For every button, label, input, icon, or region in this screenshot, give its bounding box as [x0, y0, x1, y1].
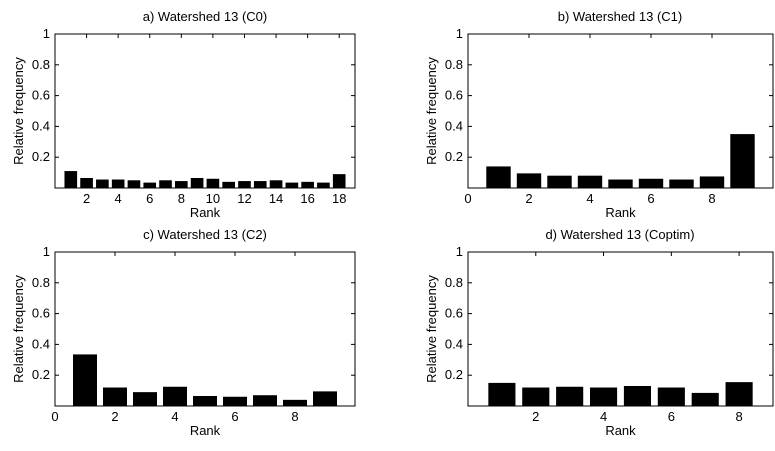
y-tick-label: 1: [43, 26, 50, 41]
y-tick-label: 0.6: [32, 88, 50, 103]
bar-rank-2: [80, 177, 93, 188]
y-tick-label: 0.6: [32, 306, 50, 321]
y-tick-label: 1: [456, 26, 463, 41]
x-tick-label: 0: [464, 191, 471, 206]
plot-area-frame: [467, 251, 774, 407]
x-tick-label: 8: [178, 191, 185, 206]
bar-rank-3: [133, 392, 157, 406]
x-tick-label: 2: [525, 191, 532, 206]
bar-rank-5: [623, 385, 651, 406]
bar-rank-2: [103, 387, 127, 406]
x-tick-label: 14: [269, 191, 283, 206]
x-tick-label: 6: [668, 409, 675, 424]
bar-rank-13: [253, 181, 267, 188]
bar-rank-11: [222, 181, 235, 188]
x-axis-label: Rank: [190, 205, 221, 220]
y-axis-label: Relative frequency: [11, 57, 26, 165]
x-tick-label: 4: [115, 191, 122, 206]
bar-rank-8: [725, 382, 753, 406]
y-tick-label: 0.8: [32, 57, 50, 72]
y-tick-label: 0.4: [32, 336, 50, 351]
bar-rank-6: [223, 396, 247, 406]
bar-rank-3: [547, 175, 572, 188]
y-tick-label: 1: [456, 244, 463, 259]
bar-rank-7: [253, 395, 277, 406]
bar-rank-17: [317, 182, 330, 188]
bar-rank-2: [522, 387, 550, 406]
bar-rank-1: [73, 354, 97, 406]
bar-rank-9: [190, 177, 204, 188]
bar-rank-10: [206, 178, 220, 188]
y-tick-label: 0.8: [32, 275, 50, 290]
y-tick-label: 1: [43, 244, 50, 259]
bar-rank-7: [691, 392, 719, 406]
x-tick-label: 2: [111, 409, 118, 424]
x-tick-label: 2: [532, 409, 539, 424]
x-tick-label: 12: [237, 191, 251, 206]
bar-rank-2: [516, 173, 542, 188]
bar-rank-1: [488, 382, 516, 406]
bar-rank-4: [111, 179, 125, 188]
bar-rank-5: [127, 180, 141, 188]
x-tick-label: 6: [231, 409, 238, 424]
y-tick-label: 0.2: [32, 367, 50, 382]
y-tick-label: 0.6: [445, 306, 463, 321]
y-axis-label: Relative frequency: [11, 275, 26, 383]
x-axis-label: Rank: [605, 423, 636, 438]
bar-rank-9: [730, 134, 755, 188]
y-axis-label: Relative frequency: [424, 275, 439, 383]
y-tick-label: 0.4: [445, 118, 463, 133]
x-tick-label: 16: [300, 191, 314, 206]
x-tick-label: 4: [600, 409, 607, 424]
y-tick-label: 0.8: [445, 275, 463, 290]
y-tick-label: 0.2: [445, 149, 463, 164]
bar-rank-7: [159, 180, 172, 188]
x-tick-label: 8: [708, 191, 715, 206]
bar-rank-1: [486, 166, 511, 188]
bar-rank-5: [608, 179, 633, 188]
bar-rank-1: [64, 171, 78, 188]
x-tick-label: 4: [586, 191, 593, 206]
chart-title: c) Watershed 13 (C2): [143, 227, 267, 242]
bar-rank-18: [332, 174, 346, 188]
bar-rank-9: [313, 391, 337, 406]
x-tick-label: 10: [206, 191, 220, 206]
y-tick-label: 0.8: [445, 57, 463, 72]
x-tick-label: 18: [332, 191, 346, 206]
y-tick-label: 0.4: [445, 336, 463, 351]
x-tick-label: 8: [735, 409, 742, 424]
chart-title: d) Watershed 13 (Coptim): [545, 227, 694, 242]
y-tick-label: 0.2: [445, 367, 463, 382]
chart-title: b) Watershed 13 (C1): [558, 9, 683, 24]
x-tick-label: 2: [83, 191, 90, 206]
bar-rank-7: [669, 179, 694, 188]
chart-title: a) Watershed 13 (C0): [143, 9, 268, 24]
x-axis-label: Rank: [190, 423, 221, 438]
x-tick-label: 6: [146, 191, 153, 206]
bar-rank-3: [556, 386, 584, 406]
y-tick-label: 0.2: [32, 149, 50, 164]
bar-rank-6: [657, 387, 685, 406]
plot-area-frame: [467, 33, 774, 189]
y-tick-label: 0.6: [445, 88, 463, 103]
bar-rank-3: [96, 179, 109, 188]
bar-rank-4: [590, 387, 618, 406]
bar-rank-5: [193, 395, 217, 406]
y-axis-label: Relative frequency: [424, 57, 439, 165]
bar-rank-6: [638, 178, 664, 188]
x-tick-label: 8: [291, 409, 298, 424]
bar-rank-15: [285, 182, 299, 188]
x-tick-label: 0: [51, 409, 58, 424]
bar-rank-4: [163, 386, 187, 406]
plot-area-frame: [54, 33, 356, 189]
plot-area-frame: [54, 251, 356, 407]
x-axis-label: Rank: [605, 205, 636, 220]
x-tick-label: 6: [647, 191, 654, 206]
y-tick-label: 0.4: [32, 118, 50, 133]
bar-rank-8: [699, 176, 725, 188]
x-tick-label: 4: [171, 409, 178, 424]
bar-rank-4: [577, 175, 603, 188]
